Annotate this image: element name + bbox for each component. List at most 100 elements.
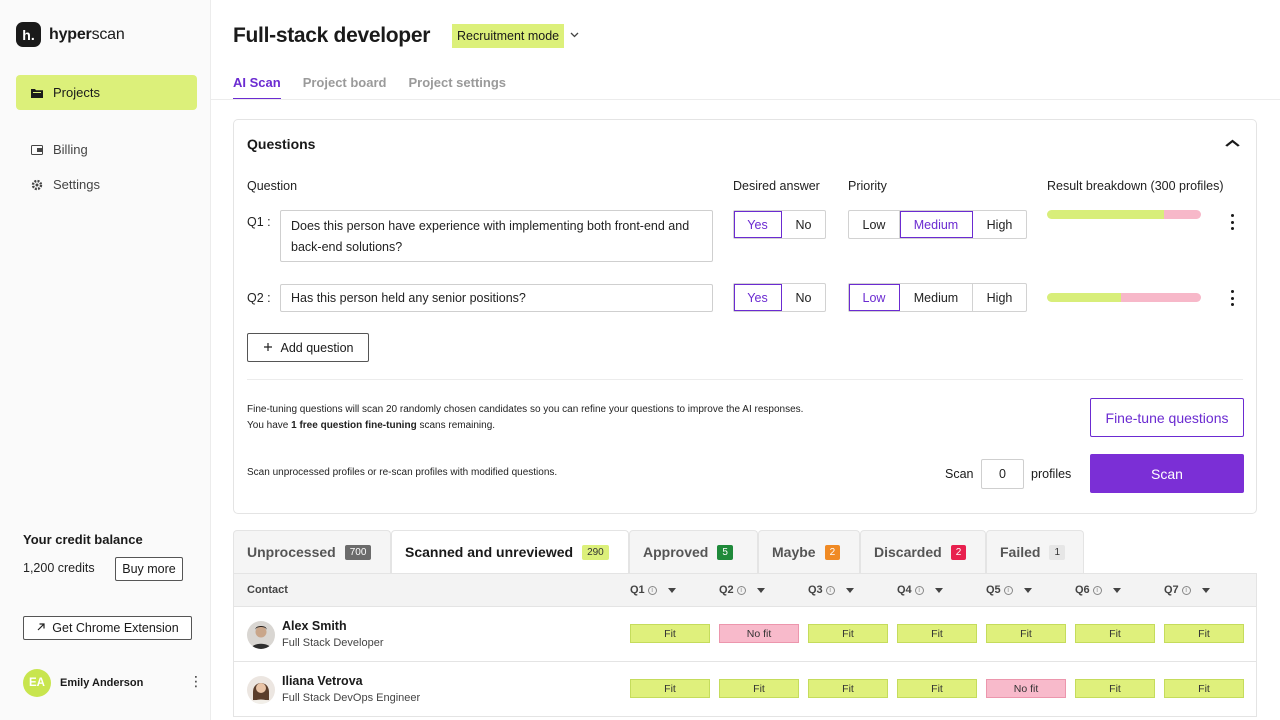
question-number: Q2 : [247, 291, 271, 305]
result-cell[interactable]: Fit [1075, 624, 1155, 643]
info-icon: i [1092, 585, 1102, 595]
chrome-extension-button[interactable]: Get Chrome Extension [23, 616, 192, 640]
q4-column-header[interactable]: Q4 i [897, 584, 943, 596]
question-text-field[interactable]: Has this person held any senior position… [280, 284, 713, 312]
result-cell[interactable]: Fit [897, 624, 977, 643]
mode-badge[interactable]: Recruitment mode [452, 24, 565, 48]
table-header: Contact Q1 i Q2 i Q3 i Q4 i Q5 i Q6 i Q7 i [233, 573, 1257, 607]
avatar: EA [23, 669, 51, 697]
finetune-info-line: You have 1 free question fine-tuning sca… [247, 420, 496, 431]
q5-column-header[interactable]: Q5 i [986, 584, 1032, 596]
result-cell[interactable]: Fit [630, 624, 710, 643]
priority-medium-button[interactable]: Medium [900, 211, 973, 238]
folder-icon [31, 87, 43, 99]
result-cell[interactable]: No fit [719, 624, 799, 643]
logo[interactable]: h. hyperscan [16, 22, 125, 47]
credit-amount: 1,200 credits [23, 561, 95, 575]
buy-more-button[interactable]: Buy more [115, 557, 183, 581]
q1-column-header[interactable]: Q1 i [630, 584, 676, 596]
header-divider [211, 99, 1280, 100]
count-badge: 2 [824, 544, 841, 560]
credit-balance-title: Your credit balance [23, 532, 143, 547]
priority-medium-button[interactable]: Medium [900, 284, 973, 311]
answer-no-button[interactable]: No [795, 290, 812, 305]
info-icon: i [647, 585, 657, 595]
answer-no-button[interactable]: No [795, 217, 812, 232]
column-priority: Priority [848, 179, 887, 193]
tab-approved[interactable]: Approved 5 [629, 530, 758, 573]
sort-caret-icon [1112, 587, 1121, 593]
tab-project-board[interactable]: Project board [302, 75, 387, 90]
scan-count-input[interactable] [981, 459, 1024, 489]
priority-high-button[interactable]: High [986, 290, 1013, 305]
page-title: Full-stack developer [233, 24, 431, 47]
result-cell[interactable]: Fit [1164, 679, 1244, 698]
tab-maybe[interactable]: Maybe 2 [758, 530, 860, 573]
contact-column-header: Contact [247, 584, 288, 596]
priority-low-button[interactable]: Low [849, 211, 900, 238]
question-menu-icon[interactable] [1226, 212, 1238, 232]
q7-column-header[interactable]: Q7 i [1164, 584, 1210, 596]
q3-column-header[interactable]: Q3 i [808, 584, 854, 596]
chevron-down-icon[interactable] [570, 30, 579, 41]
profiles-label: profiles [1031, 467, 1072, 481]
result-cell[interactable]: Fit [808, 679, 888, 698]
question-text-field[interactable]: Does this person have experience with im… [280, 210, 713, 262]
plus-icon [263, 341, 273, 355]
user-profile[interactable]: EA Emily Anderson ⋮ [23, 669, 203, 697]
chevron-up-icon[interactable] [1225, 134, 1240, 150]
scan-info: Scan unprocessed profiles or re-scan pro… [247, 467, 558, 478]
questions-title: Questions [247, 136, 316, 152]
sidebar-item-billing[interactable]: Billing [16, 132, 197, 167]
desired-answer-toggle: Yes No [733, 283, 826, 312]
priority-low-button[interactable]: Low [849, 284, 900, 311]
sidebar-item-projects[interactable]: Projects [16, 75, 197, 110]
tab-ai-scan[interactable]: AI Scan [233, 75, 281, 100]
sort-caret-icon [934, 587, 943, 593]
q6-column-header[interactable]: Q6 i [1075, 584, 1121, 596]
add-question-label: Add question [280, 340, 354, 355]
column-desired-answer: Desired answer [733, 179, 820, 193]
priority-high-button[interactable]: High [986, 217, 1013, 232]
result-cell[interactable]: Fit [630, 679, 710, 698]
answer-yes-button[interactable]: Yes [734, 284, 782, 311]
wallet-icon [31, 144, 43, 156]
sort-caret-icon [667, 587, 676, 593]
contact-name[interactable]: Iliana Vetrova [282, 674, 363, 688]
user-menu-icon[interactable]: ⋮ [189, 673, 203, 689]
tab-unprocessed[interactable]: Unprocessed 700 [233, 530, 391, 573]
result-cell[interactable]: No fit [986, 679, 1066, 698]
priority-toggle: Low Medium High [848, 283, 1027, 312]
tab-scanned-unreviewed[interactable]: Scanned and unreviewed 290 [391, 530, 629, 573]
finetune-info-line: Fine-tuning questions will scan 20 rando… [247, 404, 804, 415]
finetune-questions-button[interactable]: Fine-tune questions [1090, 398, 1244, 437]
contact-role: Full Stack DevOps Engineer [282, 692, 421, 704]
result-cell[interactable]: Fit [1164, 624, 1244, 643]
result-cell[interactable]: Fit [808, 624, 888, 643]
sidebar-item-label: Settings [53, 177, 100, 192]
add-question-button[interactable]: Add question [247, 333, 369, 362]
table-row[interactable]: Alex Smith Full Stack Developer Fit No f… [233, 607, 1257, 662]
result-cell[interactable]: Fit [897, 679, 977, 698]
divider [247, 379, 1243, 380]
question-menu-icon[interactable] [1226, 288, 1238, 308]
answer-yes-button[interactable]: Yes [734, 211, 782, 238]
count-badge: 1 [1049, 544, 1066, 560]
tab-project-settings[interactable]: Project settings [408, 75, 507, 90]
result-cell[interactable]: Fit [1075, 679, 1155, 698]
count-badge: 290 [582, 544, 609, 560]
table-row[interactable]: Iliana Vetrova Full Stack DevOps Enginee… [233, 662, 1257, 717]
finetune-info: Fine-tuning questions will scan 20 rando… [247, 402, 803, 434]
count-badge: 2 [950, 544, 967, 560]
sidebar-item-settings[interactable]: Settings [16, 167, 197, 202]
result-cell[interactable]: Fit [986, 624, 1066, 643]
contact-name[interactable]: Alex Smith [282, 619, 347, 633]
result-cell[interactable]: Fit [719, 679, 799, 698]
tab-failed[interactable]: Failed 1 [986, 530, 1084, 573]
sort-caret-icon [845, 587, 854, 593]
avatar [247, 676, 275, 704]
scan-button[interactable]: Scan [1090, 454, 1244, 493]
q2-column-header[interactable]: Q2 i [719, 584, 765, 596]
tab-discarded[interactable]: Discarded 2 [860, 530, 986, 573]
result-breakdown-bar [1047, 293, 1201, 302]
